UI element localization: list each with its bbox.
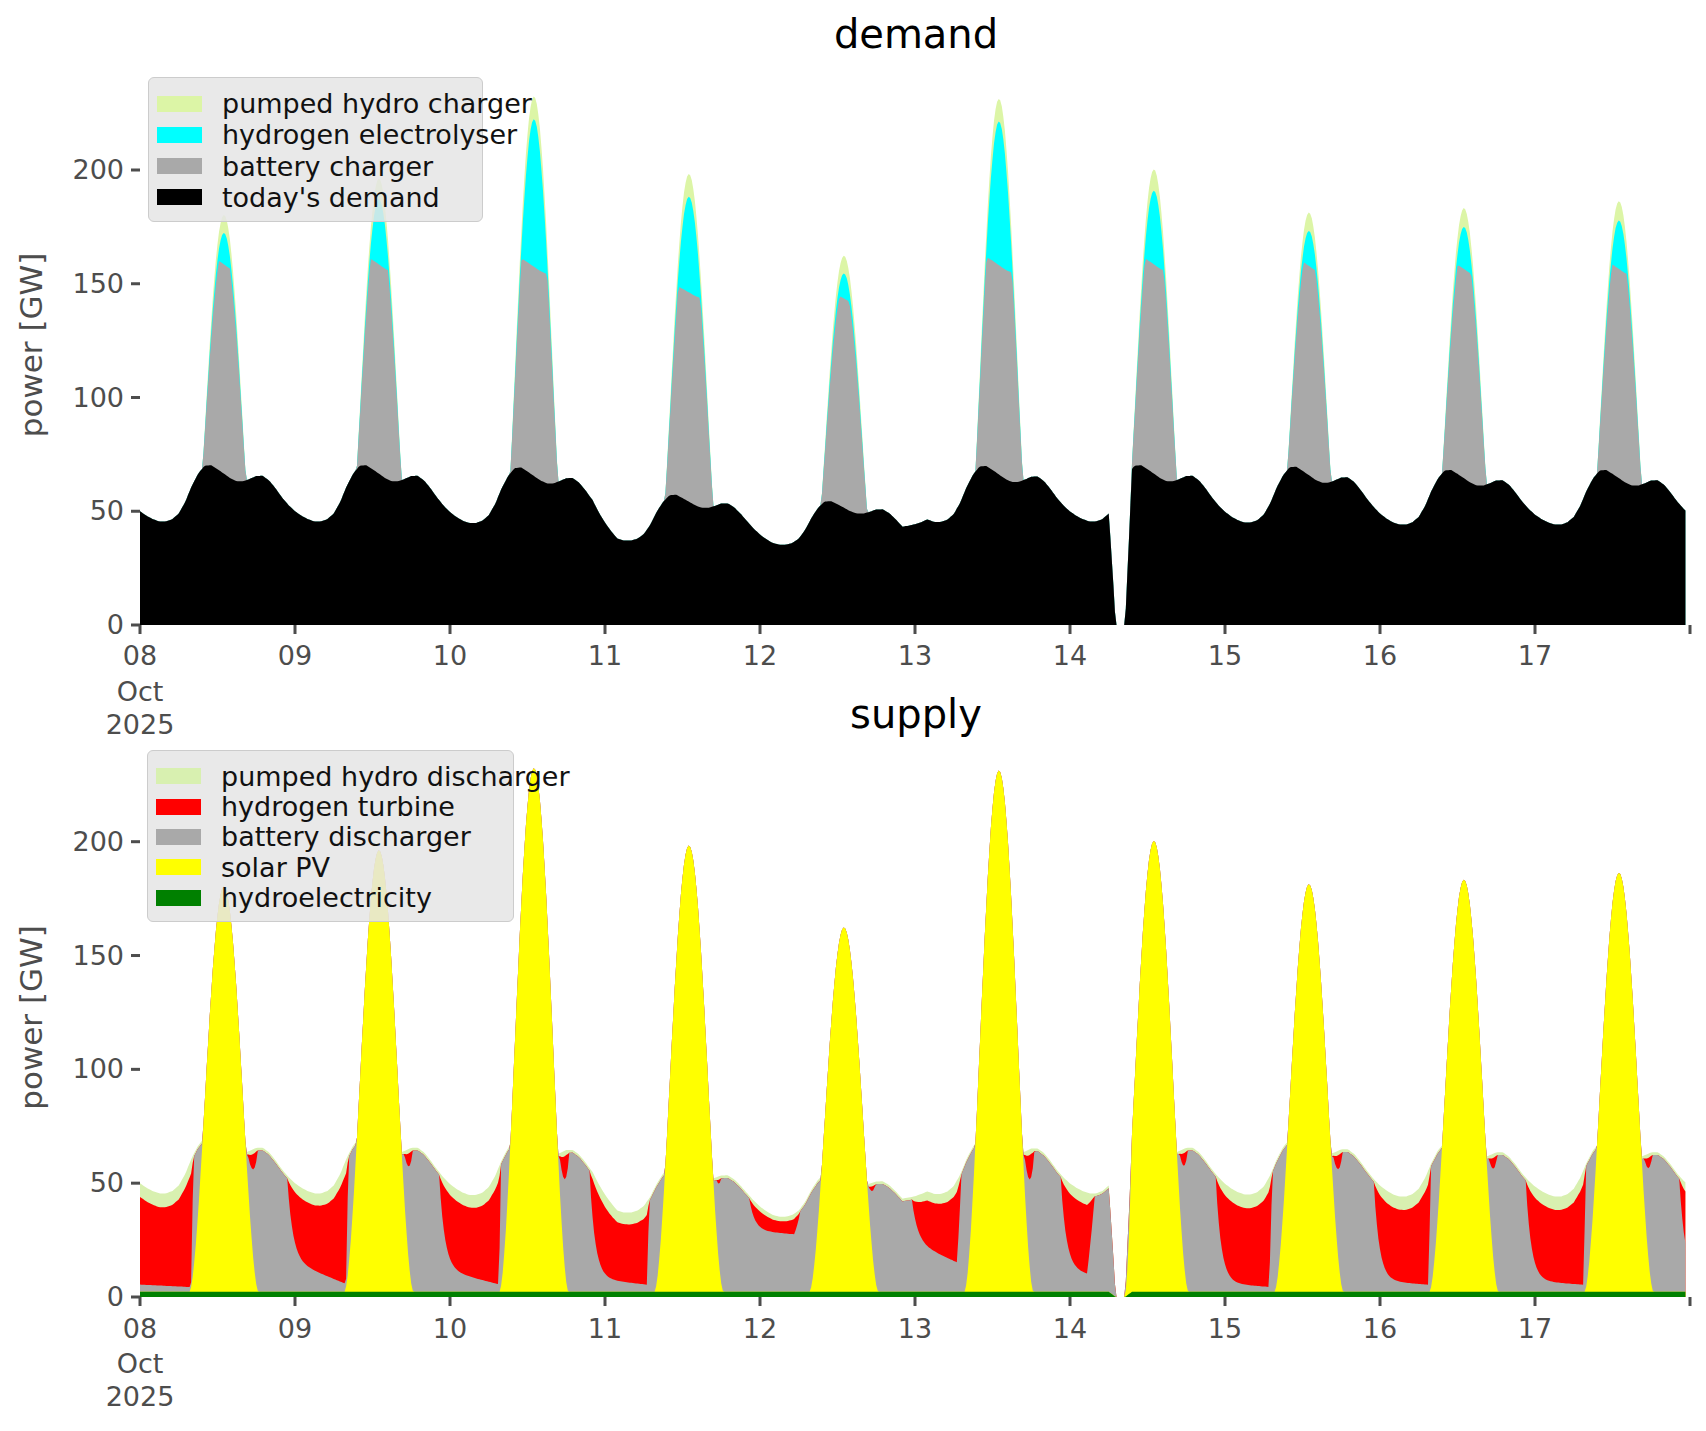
x-tick-label: 17 [1518, 640, 1552, 671]
y-tick-label: 150 [72, 268, 124, 299]
legend-demand: pumped hydro charger hydrogen electrolyse… [148, 77, 483, 222]
y-axis-label: power [GW] [13, 925, 49, 1110]
legend-item: pumped hydro charger [157, 90, 466, 117]
x-tick-label: 16 [1363, 1313, 1397, 1344]
legend-supply: pumped hydro discharger hydrogen turbine b… [147, 750, 514, 922]
y-axis-label: power [GW] [13, 253, 49, 438]
legend-item: solar PV [156, 854, 497, 881]
legend-item: hydrogen turbine [156, 793, 497, 820]
legend-swatch-icon [157, 189, 202, 205]
legend-swatch-icon [157, 158, 202, 174]
legend-swatch-icon [156, 768, 201, 784]
legend-label: pumped hydro charger [222, 90, 532, 117]
y-tick-label: 0 [107, 609, 124, 640]
legend-swatch-icon [157, 127, 202, 143]
x-axis-month-label: Oct [117, 1348, 164, 1379]
figure: demandpower [GW]050100150200080910111213… [0, 0, 1706, 1431]
chart-title-supply: supply [850, 691, 982, 737]
x-tick-label: 11 [588, 1313, 622, 1344]
x-tick-label: 15 [1208, 1313, 1242, 1344]
x-tick-label: 13 [898, 1313, 932, 1344]
x-tick-label: 10 [433, 640, 467, 671]
y-tick-label: 50 [90, 1167, 124, 1198]
legend-swatch-icon [157, 96, 202, 112]
x-tick-label: 08 [123, 640, 157, 671]
x-tick-label: 17 [1518, 1313, 1552, 1344]
x-axis-month-label: Oct [117, 676, 164, 707]
y-tick-label: 0 [107, 1281, 124, 1312]
legend-label: pumped hydro discharger [221, 763, 570, 790]
y-tick-label: 100 [72, 1053, 124, 1084]
x-tick-label: 13 [898, 640, 932, 671]
x-axis-year-label: 2025 [106, 709, 175, 740]
x-tick-label: 14 [1053, 1313, 1087, 1344]
legend-label: solar PV [221, 854, 330, 881]
y-tick-label: 200 [72, 154, 124, 185]
legend-item: pumped hydro discharger [156, 763, 497, 790]
x-tick-label: 10 [433, 1313, 467, 1344]
legend-label: battery discharger [221, 823, 471, 850]
x-tick-label: 12 [743, 640, 777, 671]
legend-swatch-icon [156, 829, 201, 845]
x-tick-label: 11 [588, 640, 622, 671]
legend-label: hydroelectricity [221, 884, 432, 911]
legend-swatch-icon [156, 799, 201, 815]
x-tick-label: 16 [1363, 640, 1397, 671]
y-tick-label: 100 [72, 382, 124, 413]
y-tick-label: 200 [72, 826, 124, 857]
x-tick-label: 12 [743, 1313, 777, 1344]
chart-title-demand: demand [834, 11, 998, 57]
x-tick-label: 15 [1208, 640, 1242, 671]
legend-item: today's demand [157, 184, 466, 211]
legend-item: hydroelectricity [156, 884, 497, 911]
legend-label: hydrogen electrolyser [222, 121, 517, 148]
legend-label: hydrogen turbine [221, 793, 455, 820]
legend-item: battery discharger [156, 823, 497, 850]
legend-label: today's demand [222, 184, 440, 211]
legend-label: battery charger [222, 153, 433, 180]
legend-swatch-icon [156, 859, 201, 875]
x-tick-label: 09 [278, 1313, 312, 1344]
x-tick-label: 09 [278, 640, 312, 671]
legend-item: hydrogen electrolyser [157, 121, 466, 148]
y-tick-label: 50 [90, 495, 124, 526]
legend-swatch-icon [156, 890, 201, 906]
x-tick-label: 14 [1053, 640, 1087, 671]
legend-item: battery charger [157, 153, 466, 180]
x-axis-year-label: 2025 [106, 1381, 175, 1412]
y-tick-label: 150 [72, 940, 124, 971]
x-tick-label: 08 [123, 1313, 157, 1344]
